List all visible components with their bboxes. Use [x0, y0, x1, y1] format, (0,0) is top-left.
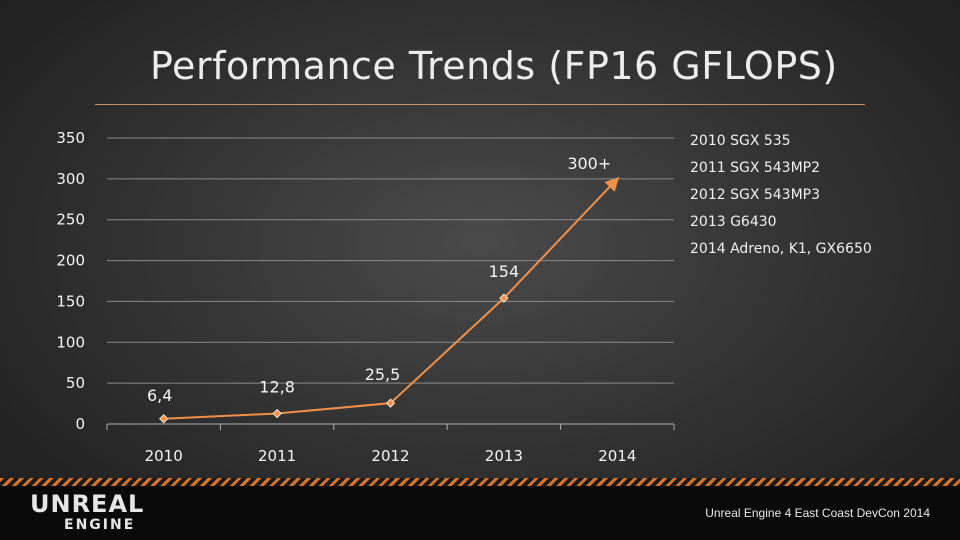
data-label: 25,5 [365, 365, 401, 384]
legend-line: 2011 SGX 543MP2 [690, 160, 821, 176]
y-tick-label: 100 [56, 333, 85, 351]
series-segment [163, 412, 278, 420]
footer-band [0, 480, 960, 540]
data-point-marker [499, 293, 509, 303]
x-tick-label: 2010 [145, 447, 183, 465]
x-tick-label: 2014 [598, 447, 636, 465]
y-tick-label: 0 [75, 415, 85, 433]
line-chart: 0 50 100 150 200 250 300 350 2010 2011 2012 2013 201… [56, 129, 675, 465]
y-tick-label: 350 [56, 129, 85, 147]
y-tick-label: 300 [56, 170, 85, 188]
data-point-marker [385, 398, 396, 408]
x-tick-label: 2013 [485, 447, 523, 465]
unreal-engine-logo: UNREAL ENGINE [30, 492, 144, 534]
legend-line: 2013 G6430 [690, 214, 777, 230]
x-tick-label: 2012 [371, 447, 409, 465]
y-tick-label: 250 [56, 211, 85, 229]
y-tick-label: 200 [56, 252, 85, 270]
title-divider [95, 104, 865, 105]
series-segment [503, 176, 620, 299]
footer-caption: Unreal Engine 4 East Coast DevCon 2014 [705, 506, 930, 520]
series-segment [389, 297, 505, 404]
data-label: 6,4 [147, 386, 172, 405]
slide-title: Performance Trends (FP16 GFLOPS) [150, 44, 838, 88]
gpu-legend: 2010 SGX 535 2011 SGX 543MP2 2012 SGX 543M… [690, 132, 872, 267]
footer-stripe [0, 478, 960, 486]
series-segment [277, 402, 391, 415]
data-label: 300+ [567, 154, 611, 173]
y-tick-label: 50 [66, 374, 85, 392]
data-label: 12,8 [259, 378, 295, 397]
data-label: 154 [489, 262, 520, 281]
legend-line: 2010 SGX 535 [690, 133, 791, 149]
x-tick-label: 2011 [258, 447, 296, 465]
data-point-marker [272, 408, 282, 419]
y-tick-label: 150 [56, 292, 85, 310]
legend-line: 2014 Adreno, K1, GX6650 [690, 241, 872, 257]
data-point-marker [158, 414, 169, 424]
logo-word-engine: ENGINE [64, 517, 136, 533]
legend-line: 2012 SGX 543MP3 [690, 187, 821, 203]
logo-word-unreal: UNREAL [30, 490, 145, 518]
